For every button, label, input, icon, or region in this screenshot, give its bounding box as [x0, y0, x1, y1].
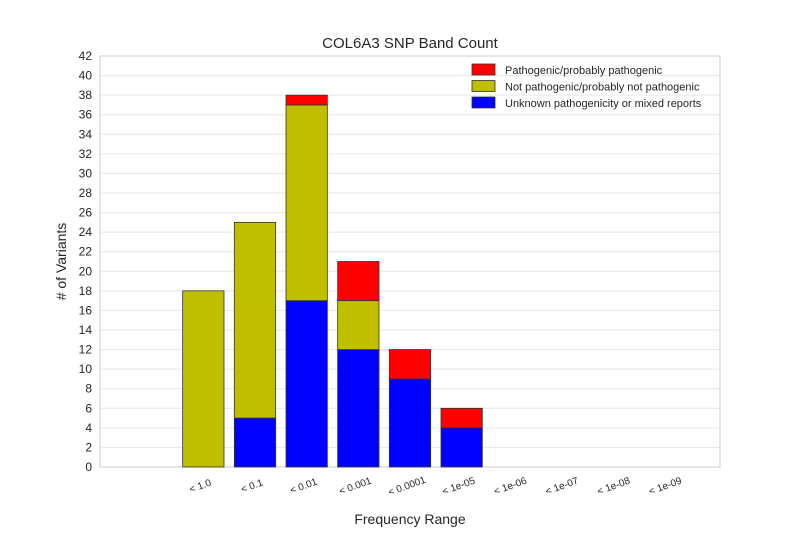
y-tick-label: 28 [79, 186, 93, 200]
y-tick-label: 42 [79, 49, 93, 63]
legend-label: Not pathogenic/probably not pathogenic [505, 82, 700, 94]
legend-label: Unknown pathogenicity or mixed reports [505, 98, 702, 110]
bar-segment [388, 378, 432, 468]
x-tick-label: < 0.0001 [387, 475, 428, 499]
y-tick-label: 8 [85, 382, 92, 396]
y-tick-label: 6 [85, 401, 92, 415]
bars [182, 94, 483, 468]
y-tick-label: 2 [85, 440, 92, 454]
y-tick-label: 14 [79, 323, 93, 337]
y-tick-label: 4 [85, 421, 92, 435]
x-tick-label: < 1e-07 [544, 475, 580, 497]
legend-swatch [471, 63, 496, 76]
bar-segment [388, 349, 432, 380]
x-tick-label: < 0.1 [240, 477, 265, 495]
y-tick-label: 36 [79, 108, 93, 122]
legend-swatch [471, 96, 496, 109]
chart-title: COL6A3 SNP Band Count [322, 35, 498, 52]
x-tick-label: < 0.01 [289, 477, 320, 497]
y-tick-label: 22 [79, 245, 93, 259]
bar-segment [285, 300, 328, 468]
bar-segment [182, 290, 225, 468]
bar-segment [337, 300, 380, 350]
y-tick-label: 12 [79, 343, 93, 357]
y-tick-label: 32 [79, 147, 93, 161]
bar-segment [233, 221, 277, 419]
y-tick-label: 38 [79, 88, 93, 102]
x-tick-label: < 1e-09 [648, 475, 684, 497]
y-tick-label: 40 [79, 69, 93, 83]
y-tick-label: 26 [79, 206, 93, 220]
x-tick-label: < 1e-05 [441, 475, 477, 497]
y-tick-label: 18 [79, 284, 93, 298]
legend: Pathogenic/probably pathogenic Not pathog… [471, 63, 702, 110]
y-tick-label: 34 [79, 127, 93, 141]
bar-segment [285, 104, 328, 302]
y-tick-label: 20 [79, 264, 93, 278]
bar-segment [337, 261, 380, 302]
y-tick-label: 24 [79, 225, 93, 239]
x-tick-label: < 1.0 [188, 477, 213, 495]
y-tick-label: 30 [79, 166, 93, 180]
y-tick-label: 0 [85, 460, 92, 474]
bar-segment [440, 407, 483, 429]
x-tick-label: < 1e-08 [596, 475, 632, 497]
bar-segment [440, 427, 483, 468]
legend-swatch [471, 80, 496, 92]
x-tick-label: < 1e-06 [493, 475, 529, 497]
y-tick-label: 10 [79, 362, 93, 376]
x-tick-label: < 0.001 [338, 476, 374, 498]
y-tick-label: 16 [79, 303, 93, 317]
x-axis-ticks: < 1.0 < 0.1 < 0.01 < 0.001 < 0.0001 < 1e-05 < … [188, 475, 684, 499]
x-axis-label: Frequency Range [354, 511, 466, 527]
bar-segment [285, 94, 328, 106]
bar-segment [337, 349, 380, 468]
bar-segment [233, 417, 277, 468]
legend-label: Pathogenic/probably pathogenic [505, 65, 663, 77]
y-axis-label: # of Variants [53, 223, 69, 301]
